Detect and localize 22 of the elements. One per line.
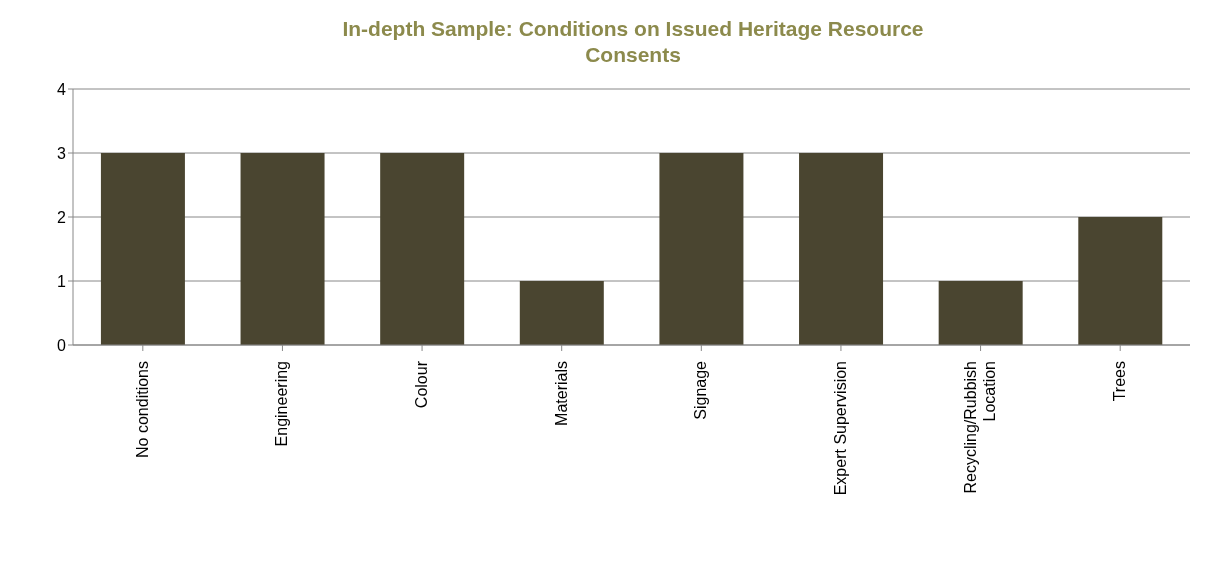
- x-tick-label: Materials: [552, 361, 570, 426]
- bar: [100, 153, 185, 345]
- bar: [519, 281, 604, 345]
- y-tick-label: 0: [57, 336, 67, 354]
- y-tick-label: 1: [57, 272, 67, 290]
- x-tick-label: No conditions: [133, 361, 151, 458]
- y-tick-label: 4: [57, 80, 67, 98]
- x-tick-label: Colour: [413, 360, 431, 409]
- bar: [938, 281, 1023, 345]
- bar: [659, 153, 744, 345]
- y-tick-label: 3: [57, 144, 67, 162]
- bar: [799, 153, 884, 345]
- x-tick-label: Signage: [692, 360, 710, 420]
- x-tick-label: Engineering: [273, 361, 291, 447]
- x-tick-label: Expert Supervision: [831, 361, 849, 496]
- y-tick-label: 2: [57, 208, 67, 226]
- x-tick-label: Recycling/Rubbish Location: [962, 361, 999, 494]
- x-tick-label: Trees: [1111, 361, 1129, 402]
- bar: [380, 153, 465, 345]
- chart-title: In-depth Sample: Conditions on Issued Heritage Resource Consents: [341, 16, 925, 68]
- bar: [240, 153, 325, 345]
- bar: [1078, 217, 1163, 345]
